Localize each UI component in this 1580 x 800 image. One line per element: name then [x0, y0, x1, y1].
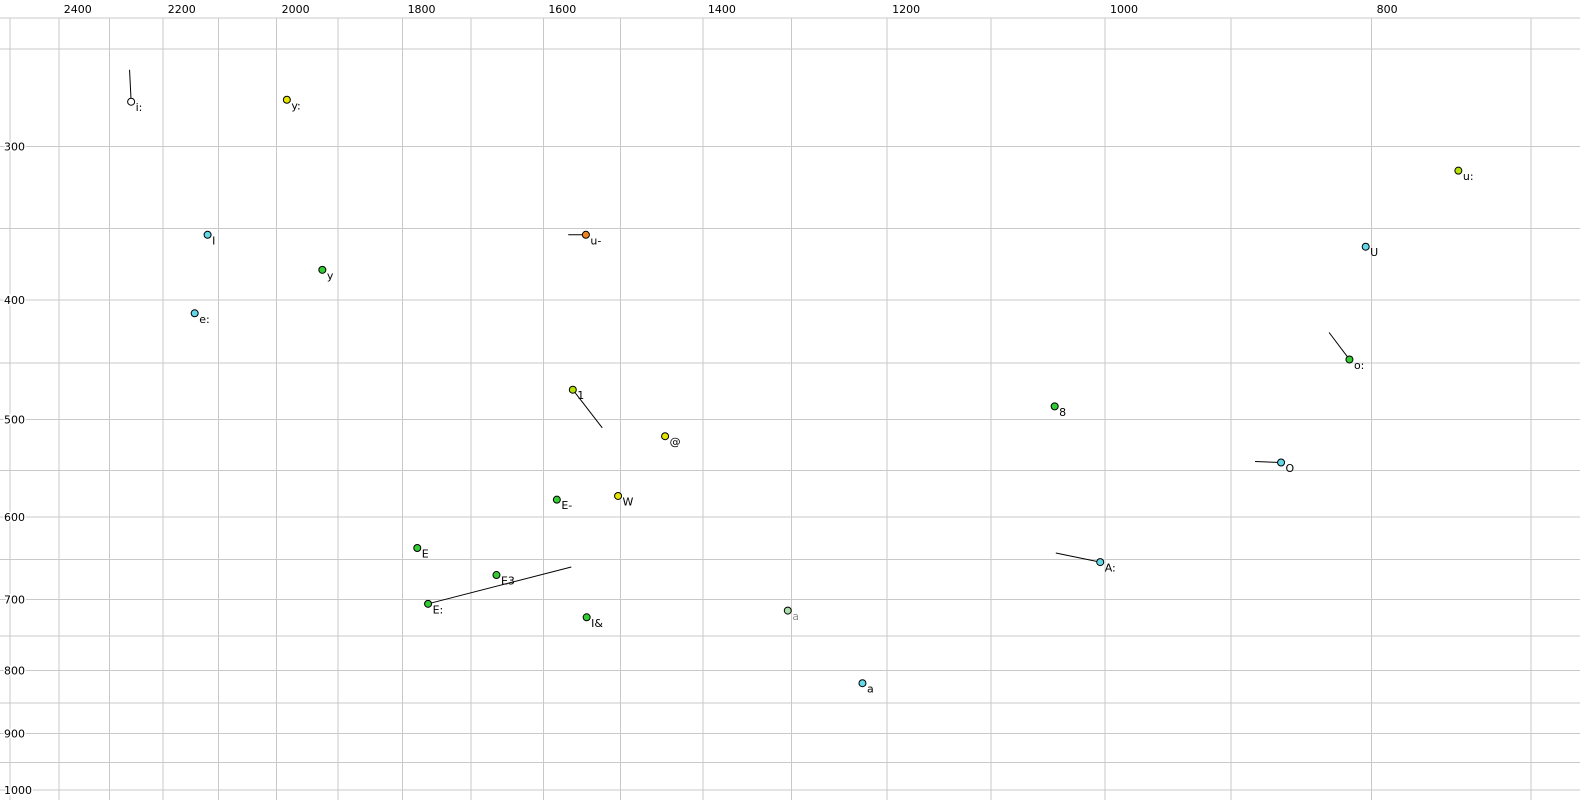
- data-point: [1361, 242, 1370, 251]
- y-tick-label: 500: [4, 413, 25, 426]
- x-tick-label: 1600: [548, 3, 576, 16]
- data-point: [203, 230, 212, 239]
- y-tick-label: 900: [4, 728, 25, 741]
- data-point: [492, 571, 501, 580]
- data-point: [1345, 355, 1354, 364]
- tail-line: [1255, 461, 1282, 463]
- data-point: [413, 543, 422, 552]
- tail-line: [1328, 332, 1350, 360]
- y-tick-label: 600: [4, 511, 25, 524]
- point-label: E:: [433, 603, 444, 616]
- data-point: [661, 432, 670, 441]
- data-point: [783, 606, 792, 615]
- point-label: U: [1370, 246, 1378, 259]
- data-point: [568, 385, 577, 394]
- data-point: [282, 95, 291, 104]
- y-tick-label: 1000: [4, 784, 32, 797]
- data-point: [1050, 402, 1059, 411]
- point-label: a: [792, 610, 799, 623]
- point-label: W: [623, 495, 634, 508]
- data-point: [858, 679, 867, 688]
- data-point: [190, 309, 199, 318]
- data-point: [318, 265, 327, 274]
- point-label: e:: [199, 313, 209, 326]
- point-label: u-: [590, 234, 601, 247]
- data-point: [127, 97, 136, 106]
- data-point: [424, 599, 433, 608]
- tail-line: [572, 389, 603, 429]
- data-point: [1454, 166, 1463, 175]
- point-label: E: [422, 547, 429, 560]
- tail-line: [129, 69, 132, 102]
- point-label: I&: [591, 617, 603, 630]
- x-tick-label: 2200: [168, 3, 196, 16]
- x-tick-label: 2400: [64, 3, 92, 16]
- x-tick-label: 1200: [892, 3, 920, 16]
- point-label: o:: [1354, 359, 1364, 372]
- point-label: 1: [577, 389, 584, 402]
- point-label: O: [1286, 462, 1295, 475]
- data-point: [1277, 458, 1286, 467]
- point-label: E3: [501, 575, 515, 588]
- data-point: [581, 230, 590, 239]
- x-tick-label: 1800: [408, 3, 436, 16]
- point-label: a: [867, 683, 874, 696]
- y-tick-label: 700: [4, 593, 25, 606]
- x-tick-label: 2000: [282, 3, 310, 16]
- point-label: i:: [136, 101, 143, 114]
- tail-line: [1055, 552, 1101, 563]
- point-label: I: [212, 234, 215, 247]
- x-tick-label: 800: [1377, 3, 1398, 16]
- x-tick-label: 1000: [1110, 3, 1138, 16]
- data-point: [552, 495, 561, 504]
- y-tick-label: 800: [4, 665, 25, 678]
- point-label: @: [670, 436, 681, 449]
- y-tick-label: 300: [4, 140, 25, 153]
- point-label: u:: [1463, 170, 1474, 183]
- point-label: y:: [291, 99, 300, 112]
- data-point: [582, 613, 591, 622]
- data-point: [614, 491, 623, 500]
- y-tick-label: 400: [4, 294, 25, 307]
- point-label: A:: [1105, 562, 1116, 575]
- point-label: y: [327, 269, 334, 282]
- data-point: [1096, 558, 1105, 567]
- point-label: 8: [1059, 406, 1066, 419]
- x-tick-label: 1400: [708, 3, 736, 16]
- point-label: E-: [561, 499, 572, 512]
- tail-line: [427, 566, 572, 605]
